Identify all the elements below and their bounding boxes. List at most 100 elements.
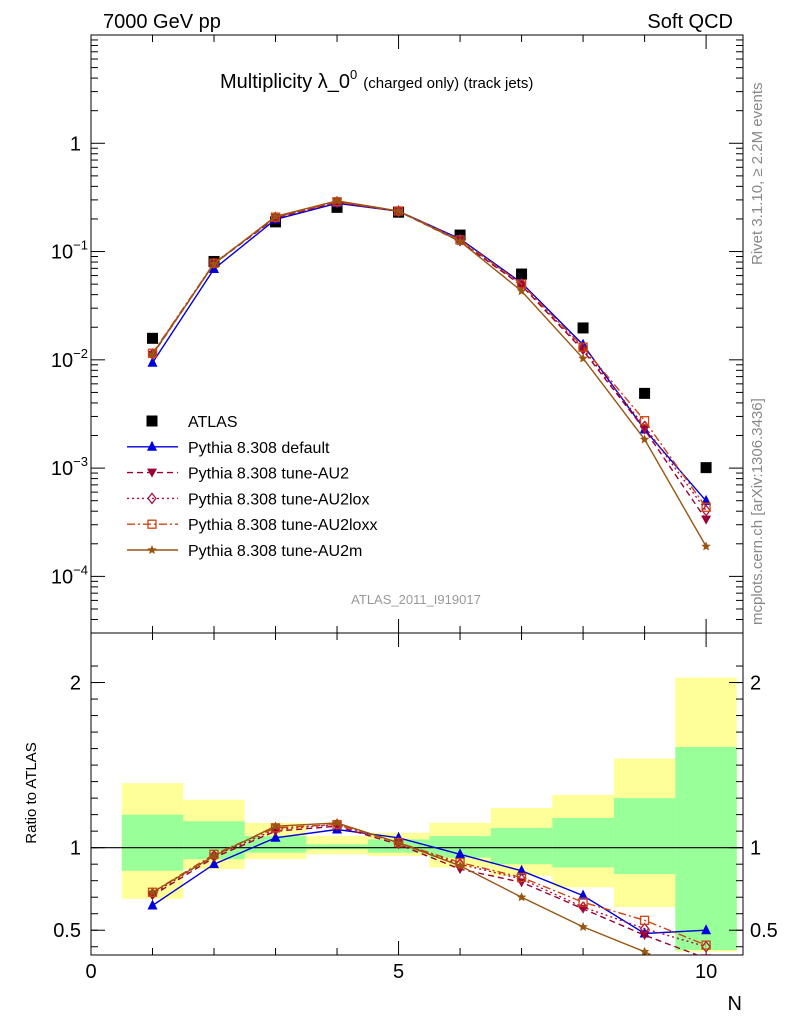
legend-entry-2: Pythia 8.308 tune-AU2 bbox=[127, 466, 349, 483]
series-5 bbox=[147, 195, 711, 551]
ratio-content bbox=[91, 677, 743, 955]
ratio-series-4 bbox=[147, 817, 654, 955]
ratio-point bbox=[393, 837, 404, 847]
data-point bbox=[516, 281, 527, 291]
ratio-line bbox=[152, 822, 654, 955]
ratio-point bbox=[701, 940, 711, 950]
data-point bbox=[516, 286, 527, 296]
ratio-point bbox=[270, 831, 281, 842]
x-axis-label: N bbox=[728, 993, 742, 1015]
ratio-point bbox=[639, 922, 650, 935]
uncertainty-band-inner bbox=[121, 814, 184, 871]
ratio-point bbox=[639, 931, 650, 941]
legend-label: ATLAS bbox=[188, 414, 238, 431]
ratio-y-tick-label-right: 0.5 bbox=[750, 920, 778, 942]
ratio-y-tick-label-right: 1 bbox=[750, 838, 761, 860]
main-plot-area: 1 10−1 10−2 10−3 10−4 bbox=[51, 34, 743, 955]
energy-label: 7000 GeV pp bbox=[103, 11, 221, 33]
legend: ATLAS Pythia 8.308 default Pythia 8.308 tu… bbox=[127, 414, 377, 560]
x-tick-label: 0 bbox=[85, 961, 96, 983]
ratio-line bbox=[152, 828, 707, 935]
uncertainty-band-inner bbox=[613, 798, 676, 875]
main-axis-ticks bbox=[90, 34, 743, 955]
ratio-point bbox=[701, 940, 711, 953]
plot-title-suffix: (charged only) (track jets) bbox=[363, 75, 533, 92]
ratio-line bbox=[152, 823, 707, 946]
ratio-point bbox=[578, 921, 588, 931]
data-point bbox=[578, 353, 588, 363]
ratio-point bbox=[578, 889, 589, 900]
legend-marker bbox=[147, 519, 157, 529]
data-point bbox=[700, 462, 712, 474]
data-point bbox=[147, 348, 158, 361]
y-tick-label: 10−1 bbox=[51, 238, 88, 264]
data-point bbox=[455, 234, 465, 247]
process-label: Soft QCD bbox=[647, 11, 733, 33]
series-4 bbox=[147, 197, 711, 512]
legend-marker bbox=[147, 440, 157, 451]
ratio-point bbox=[701, 924, 712, 935]
data-point bbox=[332, 195, 342, 205]
legend-entry-5: Pythia 8.308 tune-AU2m bbox=[127, 543, 362, 560]
ratio-point bbox=[578, 897, 588, 907]
data-point bbox=[639, 387, 651, 399]
data-point bbox=[701, 504, 711, 517]
legend-entry-1: Pythia 8.308 default bbox=[127, 440, 330, 457]
ratio-plot-frame bbox=[90, 632, 744, 956]
ratio-point bbox=[147, 887, 158, 897]
ratio-point bbox=[209, 858, 220, 869]
ratio-point bbox=[332, 817, 342, 827]
data-point bbox=[639, 416, 650, 426]
uncertainty-band-inner bbox=[490, 827, 553, 865]
ratio-point bbox=[639, 915, 650, 925]
data-point bbox=[393, 206, 404, 215]
ratio-ylabel: Ratio to ATLAS bbox=[23, 742, 40, 843]
x-tick-label: 5 bbox=[393, 961, 404, 983]
ratio-y-tick-label: 2 bbox=[70, 673, 81, 695]
legend-entry-4: Pythia 8.308 tune-AU2loxx bbox=[127, 517, 377, 534]
legend-label: Pythia 8.308 default bbox=[188, 440, 330, 457]
plot-title-main: Multiplicity λ_0 bbox=[220, 71, 350, 93]
series-0 bbox=[147, 201, 712, 474]
ratio-line bbox=[152, 823, 707, 948]
ratio-point bbox=[701, 954, 712, 955]
legend-marker bbox=[146, 415, 158, 427]
plot-title-sup: 0 bbox=[350, 67, 357, 82]
data-point bbox=[701, 515, 712, 525]
series-line bbox=[151, 200, 707, 547]
data-point bbox=[578, 342, 588, 352]
mcplots-label: mcplots.cern.ch [arXiv:1306.3436] bbox=[749, 398, 766, 625]
legend-label: Pythia 8.308 tune-AU2 bbox=[188, 466, 349, 483]
data-point bbox=[639, 434, 650, 444]
legend-marker bbox=[147, 492, 157, 505]
legend-marker bbox=[147, 468, 157, 478]
legend-entry-0: ATLAS bbox=[146, 414, 238, 431]
ratio-point bbox=[578, 904, 589, 914]
analysis-watermark: ATLAS_2011_I919017 bbox=[351, 592, 481, 607]
data-point bbox=[147, 356, 158, 367]
ratio-point bbox=[455, 848, 466, 859]
legend-label: Pythia 8.308 tune-AU2loxx bbox=[188, 517, 377, 534]
rivet-label: Rivet 3.1.10, ≥ 2.2M events bbox=[749, 83, 766, 266]
ratio-y-tick-label: 1 bbox=[70, 838, 81, 860]
y-tick-label: 10−2 bbox=[51, 346, 88, 372]
uncertainty-band-inner bbox=[244, 836, 307, 853]
x-tick-label: 10 bbox=[695, 961, 717, 983]
data-point bbox=[270, 211, 281, 221]
data-point bbox=[577, 322, 589, 334]
data-point bbox=[147, 349, 158, 359]
data-point bbox=[701, 494, 712, 505]
uncertainty-band-inner bbox=[552, 817, 614, 868]
uncertainty-band-inner bbox=[306, 844, 368, 850]
ratio-point bbox=[516, 864, 527, 875]
data-point bbox=[209, 258, 219, 268]
data-point bbox=[701, 541, 711, 551]
data-point bbox=[701, 502, 711, 512]
ratio-line bbox=[152, 825, 700, 955]
legend-label: Pythia 8.308 tune-AU2lox bbox=[188, 491, 369, 508]
ratio-point bbox=[270, 821, 281, 831]
uncertainty-band-inner bbox=[675, 746, 737, 951]
series-line bbox=[151, 201, 707, 511]
legend-entry-3: Pythia 8.308 tune-AU2lox bbox=[127, 491, 369, 508]
